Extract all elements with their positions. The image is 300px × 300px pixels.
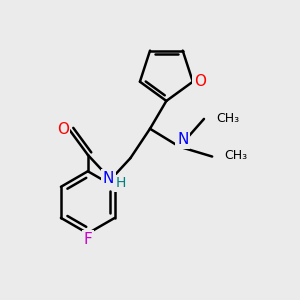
Text: H: H [116, 176, 126, 190]
Text: N: N [177, 132, 188, 147]
Text: CH₃: CH₃ [225, 149, 248, 162]
Text: O: O [57, 122, 69, 137]
Text: O: O [194, 74, 206, 89]
Text: N: N [102, 171, 114, 186]
Text: F: F [83, 232, 92, 247]
Text: CH₃: CH₃ [216, 112, 239, 125]
